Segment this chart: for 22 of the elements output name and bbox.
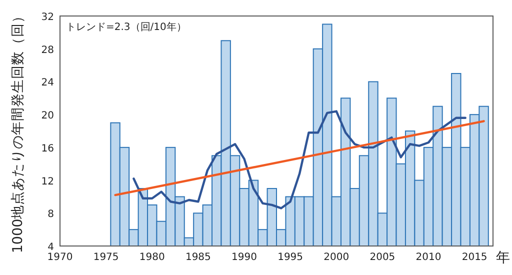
- x-tick-label: 1995: [278, 252, 304, 263]
- y-axis-title: 1000地点あたりの年間発生回数（回）: [10, 8, 26, 254]
- x-tick-label: 1985: [185, 252, 211, 263]
- y-tick-label: 4: [48, 242, 54, 253]
- x-tick-label: 2015: [462, 252, 488, 263]
- y-tick-label: 24: [41, 78, 54, 89]
- y-tick-label: 12: [41, 176, 54, 188]
- x-tick-label: 2005: [370, 252, 396, 263]
- y-tick-label: 32: [41, 12, 54, 23]
- line-series: [132, 110, 466, 210]
- y-tick-label: 20: [41, 110, 54, 122]
- y-tick-label: 16: [41, 143, 54, 154]
- y-tick-label: 8: [48, 209, 54, 220]
- x-axis-title: 年: [496, 250, 510, 266]
- x-tick-label: 2010: [416, 252, 442, 263]
- x-tick-label: 1970: [47, 252, 73, 263]
- y-tick-label: 28: [41, 44, 54, 56]
- x-tick-label: 2000: [324, 252, 350, 263]
- x-tick-label: 1990: [232, 252, 257, 263]
- x-tick-label: 1975: [93, 252, 119, 263]
- x-tick-label: 1980: [139, 252, 165, 263]
- annotation: トレンド=2.3（回/10年）: [66, 21, 186, 33]
